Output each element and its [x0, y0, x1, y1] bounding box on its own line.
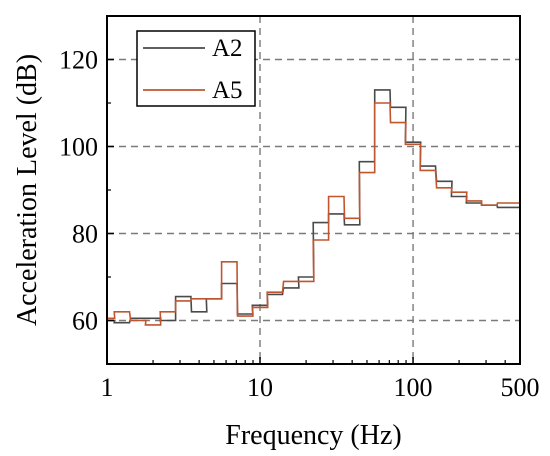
x-tick-label: 500 — [501, 373, 540, 402]
legend-box — [136, 30, 256, 107]
x-tick-label: 10 — [247, 373, 273, 402]
y-tick-label: 120 — [59, 46, 98, 75]
x-axis-label: Frequency (Hz) — [225, 420, 401, 451]
x-tick-label: 100 — [394, 373, 433, 402]
y-axis-ticks: 60 80 100 120 — [59, 46, 114, 336]
y-tick-label: 60 — [72, 307, 98, 336]
legend: A2 A5 — [136, 30, 256, 107]
x-axis-ticks: 1 10 100 500 — [101, 357, 540, 402]
legend-label-a2: A2 — [212, 35, 243, 62]
y-tick-label: 80 — [72, 220, 98, 249]
series-line-a2 — [107, 89, 520, 324]
y-axis-label: Acceleration Level (dB) — [12, 54, 43, 326]
x-tick-label: 1 — [101, 373, 114, 402]
y-tick-label: 100 — [59, 133, 98, 162]
series-line-a5 — [107, 102, 520, 326]
series-lines — [107, 89, 520, 326]
legend-label-a5: A5 — [212, 77, 243, 104]
